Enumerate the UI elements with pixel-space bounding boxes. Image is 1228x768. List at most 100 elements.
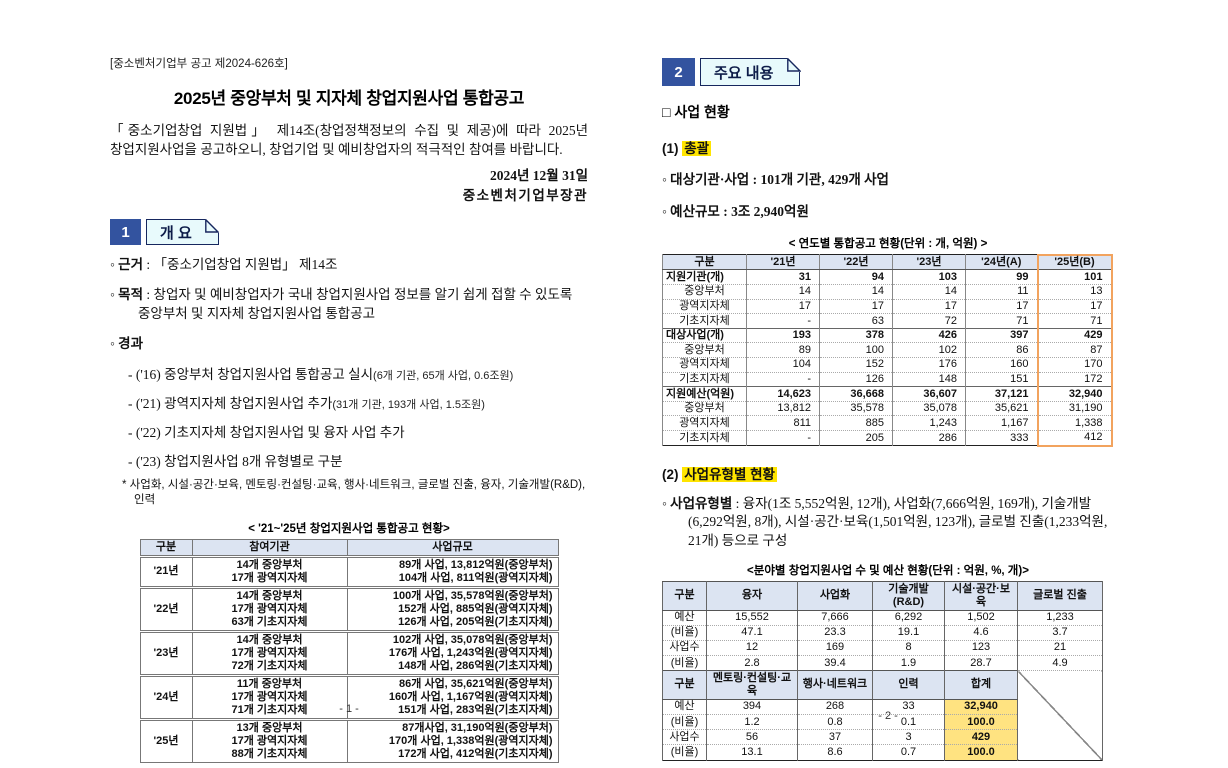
target-value: 101개 기관, 429개 사업 <box>760 172 889 187</box>
row-label-cell: 기초지자체 <box>662 371 747 387</box>
org-line: 14개 중앙부처 <box>236 589 303 602</box>
separator: : <box>732 495 743 511</box>
value-cell: 36,607 <box>892 386 966 402</box>
table-row: 예산 394 268 33 32,940 <box>662 698 1103 715</box>
value-cell: 14 <box>892 283 966 300</box>
table-row: 기초지자체 -63 72 71 71 <box>662 313 1113 329</box>
value-cell: 35,578 <box>819 400 893 416</box>
subsection-2-heading: (2) 사업유형별 현황 <box>662 463 1114 483</box>
row-label-cell: 대상사업(개) <box>662 327 747 343</box>
progress-item: - ('23) 창업지원사업 8개 유형별로 구분 <box>128 453 343 469</box>
value-cell: 426 <box>892 327 966 343</box>
row-label-cell: 광역지자체 <box>662 298 747 314</box>
year-cell: '22년 <box>139 585 193 632</box>
scale-line: 89개 사업, 13,812억원(중앙부처) <box>399 558 553 571</box>
separator: : <box>719 203 732 219</box>
value-cell: 378 <box>819 327 893 343</box>
value-cell: 39.4 <box>797 655 873 671</box>
table-row: 중앙부처 89 100 102 86 87 <box>662 342 1113 358</box>
empty-diagonal-cell <box>1017 670 1103 761</box>
purpose-line: ◦ 목적 : 창업자 및 예비창업자가 국내 창업지원사업 정보를 알기 쉽게 … <box>110 286 588 324</box>
scale-line: 160개 사업, 1,167억원(광역지자체) <box>388 690 553 703</box>
value-cell: 19.1 <box>872 624 945 641</box>
subsection-number: (2) <box>662 466 679 482</box>
row-label-cell: (비율) <box>662 713 707 730</box>
table-row: '25년 13개 중앙부처 17개 광역지자체 88개 기초지자체 87개사업, 31,… <box>139 717 559 763</box>
purpose-text: 창업자 및 예비창업자가 국내 창업지원사업 정보를 알기 쉽게 접할 수 있도… <box>138 287 573 322</box>
folded-corner-icon <box>205 218 220 233</box>
value-cell: 0.7 <box>872 744 945 761</box>
year-cell: '21년 <box>139 555 193 588</box>
value-cell: 205 <box>819 429 893 446</box>
signer: 중소벤처기업부장관 <box>462 188 588 204</box>
value-cell: 71 <box>1036 313 1113 329</box>
value-cell: 104 <box>746 356 820 373</box>
type-footnote: * 사업화, 시설·공간·보육, 멘토링·컨설팅·교육, 행사·네트워크, 글로… <box>122 478 586 507</box>
budget-line: ◦ 예산규모 : 3조 2,940억원 <box>662 203 1114 222</box>
value-cell: 11 <box>965 283 1038 300</box>
org-line: 17개 광역지자체 <box>231 602 308 615</box>
progress-item-text: ('21) 광역지자체 창업지원사업 추가 <box>135 395 333 411</box>
table-header-row: 구분 '21년 '22년 '23년 '24년(A) '25년(B) <box>662 253 1113 271</box>
value-cell: 94 <box>819 269 893 285</box>
row-label-cell: 지원기관(개) <box>662 269 747 285</box>
row-label-cell: 사업수 <box>662 729 707 745</box>
value-cell: 33 <box>872 698 945 715</box>
row-label-cell: 중앙부처 <box>662 342 747 358</box>
history-table-caption: < '21~'25년 창업지원사업 통합공고 현황> <box>248 522 450 535</box>
row-label-cell: 예산 <box>662 609 707 626</box>
column-header: 구분 <box>139 538 193 558</box>
value-cell: 86 <box>965 342 1038 358</box>
field-table: 구분 융자 사업화 기술개발(R&D) 시설·공간·보육 글로벌 진출 예산 15,552 7,… <box>662 581 1103 761</box>
value-cell: 1,502 <box>944 609 1018 626</box>
org-line: 14개 중앙부처 <box>236 633 303 646</box>
value-cell: 47.1 <box>706 624 798 641</box>
separator: : <box>749 172 761 187</box>
value-cell: 17 <box>746 298 820 314</box>
scale-line: 170개 사업, 1,338억원(광역지자체) <box>388 734 553 747</box>
row-label-cell: (비율) <box>662 655 707 671</box>
value-cell: 17 <box>965 298 1038 314</box>
value-cell: 37 <box>797 729 873 745</box>
value-cell: 172 <box>1036 371 1113 387</box>
circle-bullet-icon: ◦ <box>110 335 115 351</box>
progress-item-text: ('16) 중앙부처 창업지원사업 통합공고 실시 <box>135 366 374 382</box>
value-cell: 176 <box>892 356 966 373</box>
org-line: 63개 기초지자체 <box>231 615 308 628</box>
value-cell: 28.7 <box>944 655 1018 671</box>
value-cell: 31 <box>746 269 820 285</box>
scale-line: 148개 사업, 286억원(기초지자체) <box>398 659 553 672</box>
scale-line: 86개 사업, 35,621억원(중앙부처) <box>399 677 553 690</box>
announcement-date: 2024년 12월 31일 <box>489 168 588 184</box>
target-label: 대상기관·사업 <box>670 172 750 187</box>
value-cell: 268 <box>797 698 873 715</box>
column-header: 융자 <box>706 581 798 611</box>
section-title: 개 요 <box>160 224 192 242</box>
yearly-table: 구분 '21년 '22년 '23년 '24년(A) '25년(B) 지원기관(개) 31 94… <box>662 253 1113 447</box>
value-cell: 160 <box>965 356 1038 373</box>
status-heading-text: 사업 현황 <box>674 104 730 120</box>
row-label-cell: 광역지자체 <box>662 356 747 373</box>
value-cell: - <box>746 313 820 329</box>
column-header: 행사·네트워크 <box>797 670 873 700</box>
value-cell: 8.6 <box>797 744 873 761</box>
value-cell: 1,167 <box>965 415 1038 431</box>
table-row: 중앙부처 13,812 35,578 35,078 35,621 31,190 <box>662 400 1113 416</box>
field-table-caption: <분야별 창업지원사업 수 및 예산 현황(단위 : 억원, %, 개)> <box>747 565 1029 578</box>
org-line: 17개 광역지자체 <box>231 690 308 703</box>
row-label-cell: 광역지자체 <box>662 415 747 431</box>
scale-line: 100개 사업, 35,578억원(중앙부처) <box>392 589 553 602</box>
row-label-cell: 예산 <box>662 698 707 715</box>
table-row: 중앙부처 14 14 14 11 13 <box>662 283 1113 300</box>
target-line: ◦ 대상기관·사업 : 101개 기관, 429개 사업 <box>662 171 1114 190</box>
value-cell: 35,078 <box>892 400 966 416</box>
progress-item-text: ('22) 기초지자체 창업지원사업 및 융자 사업 추가 <box>135 424 405 440</box>
value-cell: 169 <box>797 639 873 656</box>
scale-line: 152개 사업, 885억원(광역지자체) <box>398 602 553 615</box>
total-cell: 100.0 <box>944 744 1018 761</box>
program-scale-cell: 86개 사업, 35,621억원(중앙부처) 160개 사업, 1,167억원(광… <box>346 673 559 720</box>
table-row: 사업수 56 37 3 429 <box>662 729 1103 745</box>
page-number-1: - 1 - <box>339 703 359 715</box>
value-cell: 13,812 <box>746 400 820 416</box>
scale-line: 176개 사업, 1,243억원(광역지자체) <box>388 646 553 659</box>
